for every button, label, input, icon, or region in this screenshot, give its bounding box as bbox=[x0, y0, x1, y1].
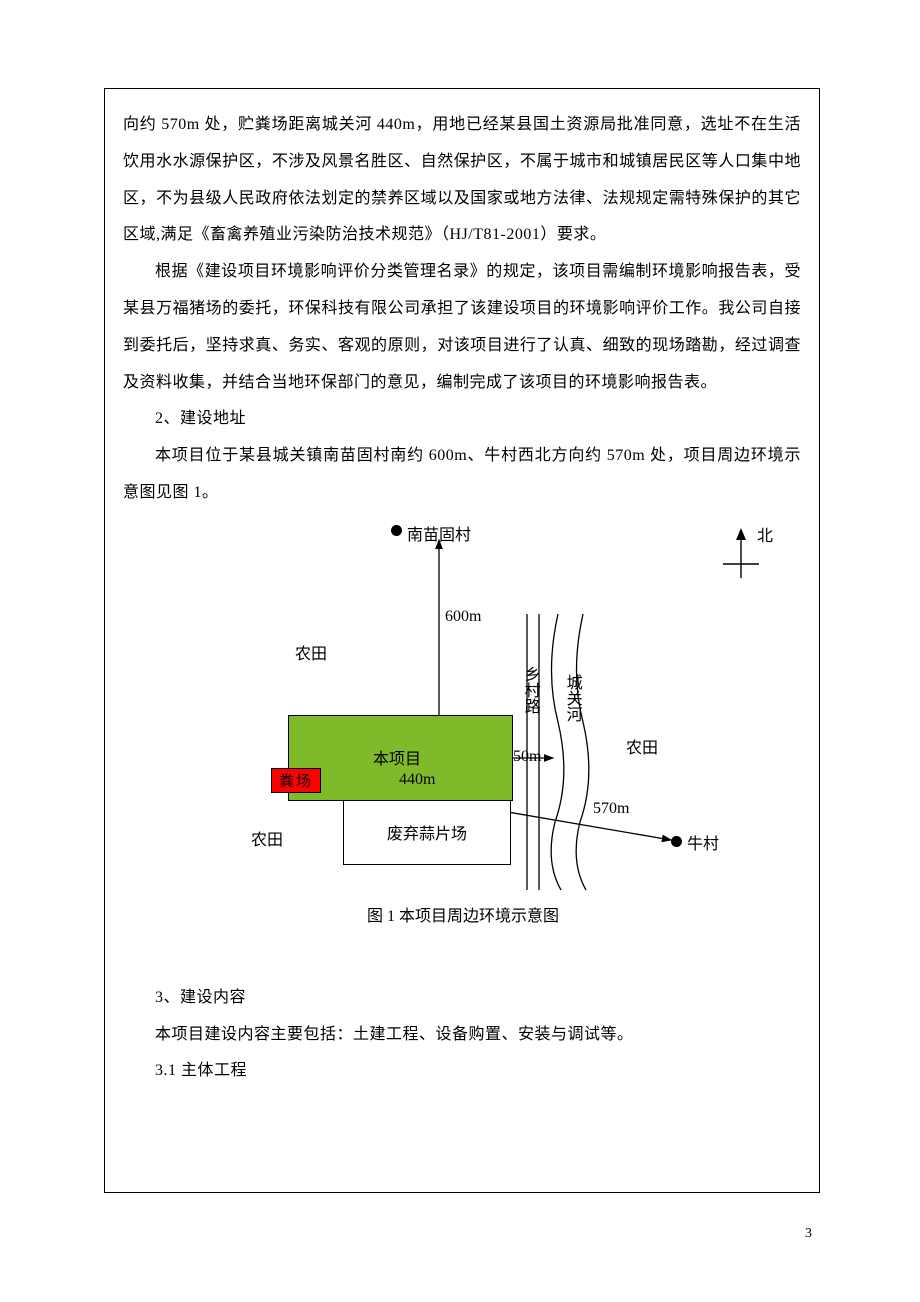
project-label: 本项目 bbox=[373, 745, 421, 769]
paragraph-3: 本项目位于某县城关镇南苗固村南约 600m、牛村西北方向约 570m 处，项目周… bbox=[123, 438, 801, 512]
village-east-label: 牛村 bbox=[687, 830, 719, 854]
page-number: 3 bbox=[805, 1226, 812, 1242]
road-label: 乡村路 bbox=[521, 666, 539, 714]
dist-600-label: 600m bbox=[445, 608, 481, 626]
paragraph-1: 向约 570m 处，贮粪场距离城关河 440m，用地已经某县国土资源局批准同意，… bbox=[123, 107, 801, 254]
waste-box: 废弃蒜片场 bbox=[343, 801, 511, 865]
dung-box: 粪场 bbox=[271, 768, 321, 793]
heading-3-1: 3.1 主体工程 bbox=[123, 1053, 801, 1090]
farmland-sw-label: 农田 bbox=[251, 826, 283, 850]
heading-3: 3、建设内容 bbox=[123, 980, 801, 1017]
paragraph-2: 根据《建设项目环境影响评价分类管理名录》的规定，该项目需编制环境影响报告表，受某… bbox=[123, 254, 801, 401]
dist-570-label: 570m bbox=[593, 800, 629, 818]
site-diagram: 北 南苗固村 本项目 粪场 bbox=[123, 522, 803, 952]
figure-caption: 图 1 本项目周边环境示意图 bbox=[123, 902, 803, 926]
page-content-frame: 向约 570m 处，贮粪场距离城关河 440m，用地已经某县国土资源局批准同意，… bbox=[104, 88, 820, 1193]
farmland-nw-label: 农田 bbox=[295, 640, 327, 664]
dist-440-label: 440m bbox=[399, 771, 435, 789]
farmland-e-label: 农田 bbox=[626, 734, 658, 758]
waste-label: 废弃蒜片场 bbox=[387, 820, 467, 844]
village-east-dot bbox=[671, 836, 682, 847]
river-label: 城关河 bbox=[563, 674, 581, 722]
heading-2: 2、建设地址 bbox=[123, 401, 801, 438]
paragraph-4: 本项目建设内容主要包括：土建工程、设备购置、安装与调试等。 bbox=[123, 1017, 801, 1054]
dist-50-label: 50m bbox=[513, 748, 541, 766]
